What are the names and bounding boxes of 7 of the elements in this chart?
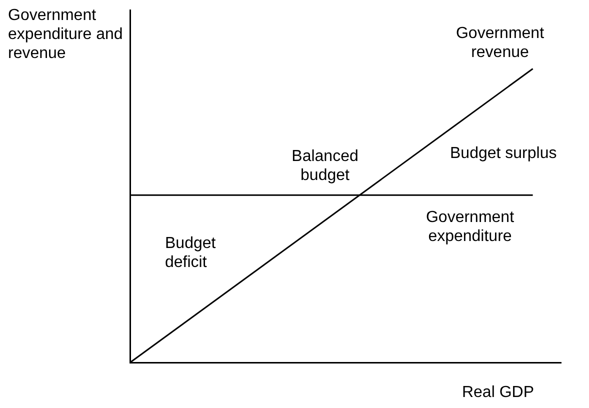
annotation: Budget surplus: [450, 144, 558, 163]
annotation: Balanced budget: [290, 147, 360, 185]
series-label: Government expenditure: [424, 208, 516, 246]
y-axis-title: Government expenditure and revenue: [8, 6, 124, 63]
annotation: Budget deficit: [165, 234, 217, 272]
series-label: Government revenue: [454, 24, 546, 62]
x-axis-title: Real GDP: [460, 383, 534, 402]
